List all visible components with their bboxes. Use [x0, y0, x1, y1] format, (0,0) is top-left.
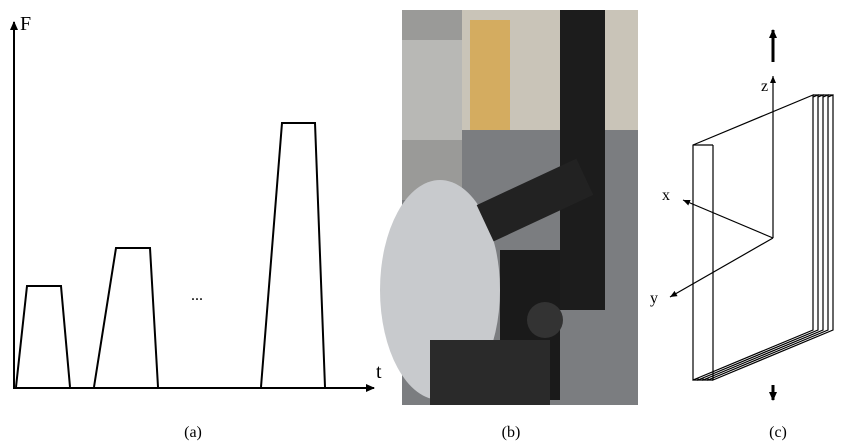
load-pulse: [93, 247, 159, 388]
load-pulse: [260, 122, 326, 388]
axis-label: x: [662, 187, 670, 204]
laminate: [692, 94, 834, 381]
load-pulse: [15, 285, 71, 388]
caption: (b): [502, 424, 521, 441]
axis-label: F: [20, 13, 31, 35]
panel-c: z x y (c): [650, 29, 834, 441]
caption: (a): [184, 424, 202, 441]
axis-label: z: [761, 78, 768, 95]
axis-label: y: [650, 290, 658, 307]
panel-b: (b): [380, 10, 638, 441]
x-axis: [682, 199, 774, 239]
panel-a: F t ... (a): [10, 13, 382, 441]
y-axis: [669, 237, 774, 298]
axis-label: t: [376, 361, 382, 383]
ellipsis: ...: [191, 287, 203, 304]
caption: (c): [769, 424, 787, 441]
